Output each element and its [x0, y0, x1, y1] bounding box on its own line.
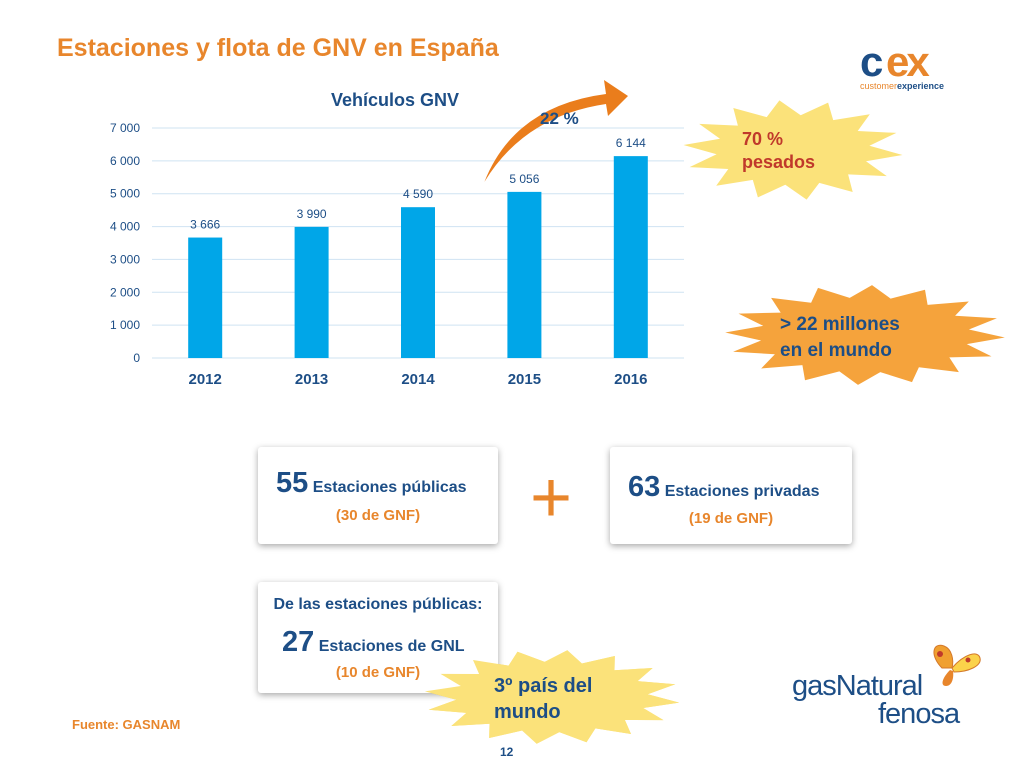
gnl-stations-count: 27 — [282, 626, 315, 658]
bar — [294, 226, 329, 358]
butterfly-icon — [933, 644, 981, 686]
y-tick-label: 1 000 — [110, 318, 140, 332]
y-tick-label: 5 000 — [110, 187, 140, 201]
growth-label: 22 % — [540, 109, 579, 128]
y-tick-label: 3 000 — [110, 252, 140, 266]
bar — [613, 156, 648, 358]
starburst-heavy — [683, 100, 903, 200]
public-stations-gnf: (30 de GNF) — [335, 507, 421, 524]
bar — [401, 207, 435, 358]
bar — [507, 191, 542, 358]
source-note: Fuente: GASNAM — [72, 717, 181, 732]
chart-title: Vehículos GNV — [330, 90, 460, 110]
x-tick-label: 2015 — [508, 371, 541, 388]
slide-title: Estaciones y flota de GNV en España — [57, 34, 499, 62]
y-tick-label: 4 000 — [110, 220, 140, 234]
x-tick-label: 2014 — [401, 371, 435, 388]
gas-natural-fenosa-logo: gasNatural fenosa — [790, 640, 990, 730]
y-tick-label: 7 000 — [110, 121, 140, 135]
data-label: 3 990 — [297, 207, 327, 221]
cex-tagline-customer: customer — [860, 81, 898, 91]
private-stations-label: Estaciones privadas — [664, 483, 820, 500]
x-tick-label: 2016 — [614, 371, 647, 388]
callout-rank-label: 3º país del mundo — [494, 675, 593, 723]
callout-heavy: 70 % pesados — [742, 129, 816, 172]
cex-logo: c ex customerexperience — [860, 38, 970, 95]
gnl-stations-card: De las estaciones públicas: 27 Estacione… — [258, 582, 498, 693]
gn-line2: fenosa — [878, 698, 960, 730]
y-tick-label: 0 — [133, 351, 140, 365]
y-tick-label: 6 000 — [110, 154, 140, 168]
data-label: 5 056 — [509, 172, 539, 186]
page-number: 12 — [500, 745, 514, 759]
gnl-stations-gnf: (10 de GNF) — [335, 664, 421, 681]
callout-world: > 22 millones en el mundo — [780, 314, 900, 361]
private-stations-count: 63 — [628, 471, 661, 503]
data-label: 6 144 — [616, 136, 646, 150]
public-stations-card: 55 Estaciones públicas (30 de GNF) — [258, 447, 498, 544]
x-tick-label: 2013 — [295, 371, 328, 388]
data-label: 4 590 — [403, 187, 433, 201]
gn-line1: gasNatural — [792, 670, 923, 702]
gnl-header: De las estaciones públicas: — [273, 596, 483, 613]
y-tick-label: 2 000 — [110, 285, 140, 299]
x-tick-label: 2012 — [189, 371, 222, 388]
svg-text:c: c — [860, 43, 883, 83]
cex-mark-icon: c ex — [860, 38, 933, 85]
public-stations-label: Estaciones públicas — [312, 479, 467, 496]
public-stations-count: 55 — [276, 467, 309, 499]
svg-text:ex: ex — [886, 43, 930, 83]
gnl-stations-label: Estaciones de GNL — [318, 638, 465, 655]
private-stations-card: 63 Estaciones privadas (19 de GNF) — [610, 447, 852, 544]
data-label: 3 666 — [190, 218, 220, 232]
plus-sign: + — [530, 458, 573, 538]
cex-tagline-experience: experience — [897, 81, 945, 91]
bar — [188, 237, 223, 358]
growth-arrow — [484, 80, 628, 182]
private-stations-gnf: (19 de GNF) — [688, 510, 774, 527]
starburst-world — [725, 285, 1005, 385]
